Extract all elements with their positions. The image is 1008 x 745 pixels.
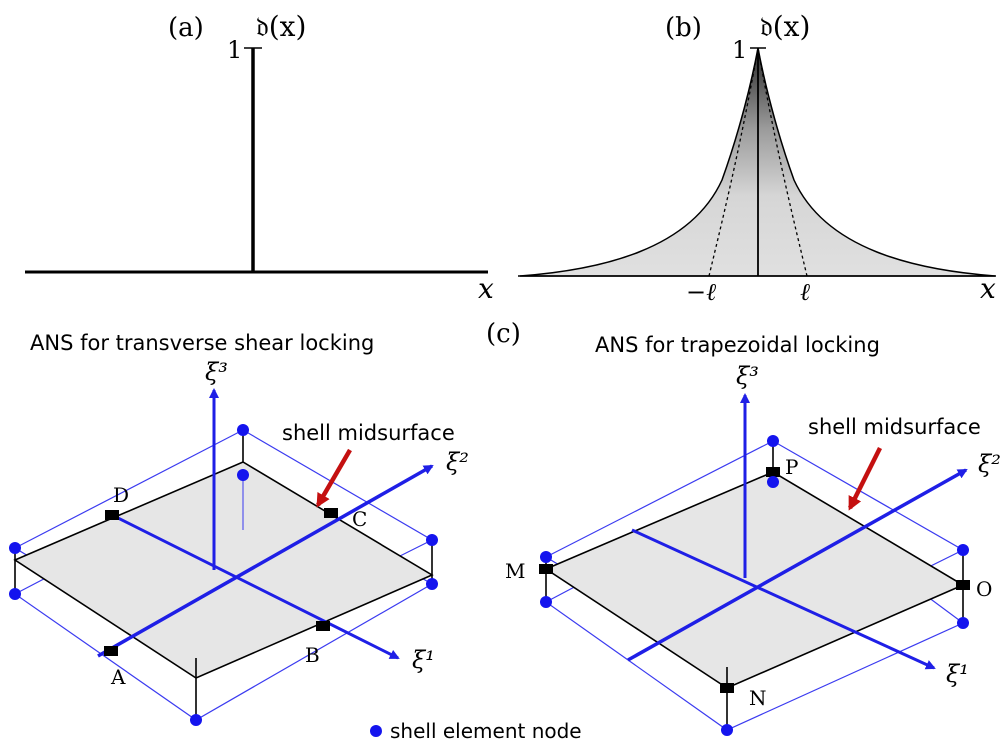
panel-b-x-label: x (980, 272, 996, 305)
left-node-3 (237, 424, 249, 436)
left-point-D (105, 510, 119, 520)
right-midsurface-arrow (847, 446, 883, 511)
right-point-P (766, 467, 780, 477)
left-axis-xi2 (97, 464, 434, 658)
panel-a: (a) 1 𝔡(x) x (25, 10, 494, 305)
right-midsurface-label: shell midsurface (808, 415, 981, 439)
right-node-4 (767, 476, 779, 488)
right-node-5 (957, 544, 969, 556)
left-point-C-label: C (352, 507, 367, 531)
left-shell-diagram: ANS for transverse shear locking ξ¹ ξ² ξ… (9, 331, 469, 726)
right-diagram-title: ANS for trapezoidal locking (595, 333, 880, 357)
left-node-5 (426, 534, 438, 546)
left-node-7 (190, 714, 202, 726)
panel-a-label: (a) (168, 13, 204, 43)
right-point-N-label: N (749, 686, 767, 710)
panel-a-y-tick-label: 1 (227, 36, 242, 64)
right-point-P-label: P (785, 455, 798, 479)
left-xi2-label: ξ² (446, 448, 469, 476)
panel-b-function-label: 𝔡(x) (760, 10, 810, 43)
panel-b-neg-ell-label: −ℓ (686, 278, 716, 306)
legend-node-marker (370, 725, 382, 737)
left-midsurface-arrow (316, 448, 352, 508)
left-node-4 (237, 469, 249, 481)
legend: shell element node (370, 719, 582, 743)
right-point-O (956, 580, 970, 590)
panel-a-function-label: 𝔡(x) (256, 10, 306, 43)
right-node-1 (540, 551, 552, 563)
panel-a-x-label: x (478, 272, 494, 305)
left-axis-xi1 (111, 513, 400, 660)
right-node-3 (767, 435, 779, 447)
right-point-M (539, 564, 553, 574)
left-point-A (104, 646, 118, 656)
legend-node-label: shell element node (390, 719, 582, 743)
panel-b: (b) 1 𝔡(x) −ℓ ℓ x (518, 10, 996, 306)
panel-b-right-dotted-curve (757, 47, 808, 277)
right-point-O-label: O (976, 577, 992, 601)
left-diagram-title: ANS for transverse shear locking (30, 331, 374, 355)
panel-b-label: (b) (665, 13, 702, 43)
left-point-A-label: A (110, 665, 126, 689)
panel-c-label: (c) (486, 319, 521, 349)
right-node-6 (957, 617, 969, 629)
right-point-M-label: M (505, 559, 525, 583)
right-xi3-label: ξ³ (736, 362, 759, 390)
left-midsurface-label: shell midsurface (282, 421, 455, 445)
left-node-2 (9, 588, 21, 600)
left-xi3-label: ξ³ (205, 358, 228, 386)
right-node-7 (721, 724, 733, 736)
left-point-D-label: D (113, 483, 129, 507)
right-axis-xi1 (631, 528, 936, 670)
panel-b-pos-ell-label: ℓ (800, 278, 810, 306)
right-midsurface (544, 471, 965, 689)
left-point-C (324, 508, 338, 518)
panel-b-y-tick-label: 1 (732, 36, 747, 64)
right-axis-xi2 (627, 468, 968, 662)
left-node-1 (9, 542, 21, 554)
panel-b-left-dotted-curve (708, 47, 759, 277)
right-xi2-label: ξ² (978, 450, 1001, 478)
left-xi1-label: ξ¹ (412, 646, 435, 674)
left-point-B-label: B (305, 643, 320, 667)
right-shell-diagram: ANS for trapezoidal locking ξ¹ ξ² ξ³ M N… (505, 333, 1001, 736)
right-point-N (720, 683, 734, 693)
left-node-6 (426, 578, 438, 590)
right-xi1-label: ξ¹ (946, 660, 969, 688)
right-node-2 (540, 596, 552, 608)
left-point-B (316, 621, 330, 631)
